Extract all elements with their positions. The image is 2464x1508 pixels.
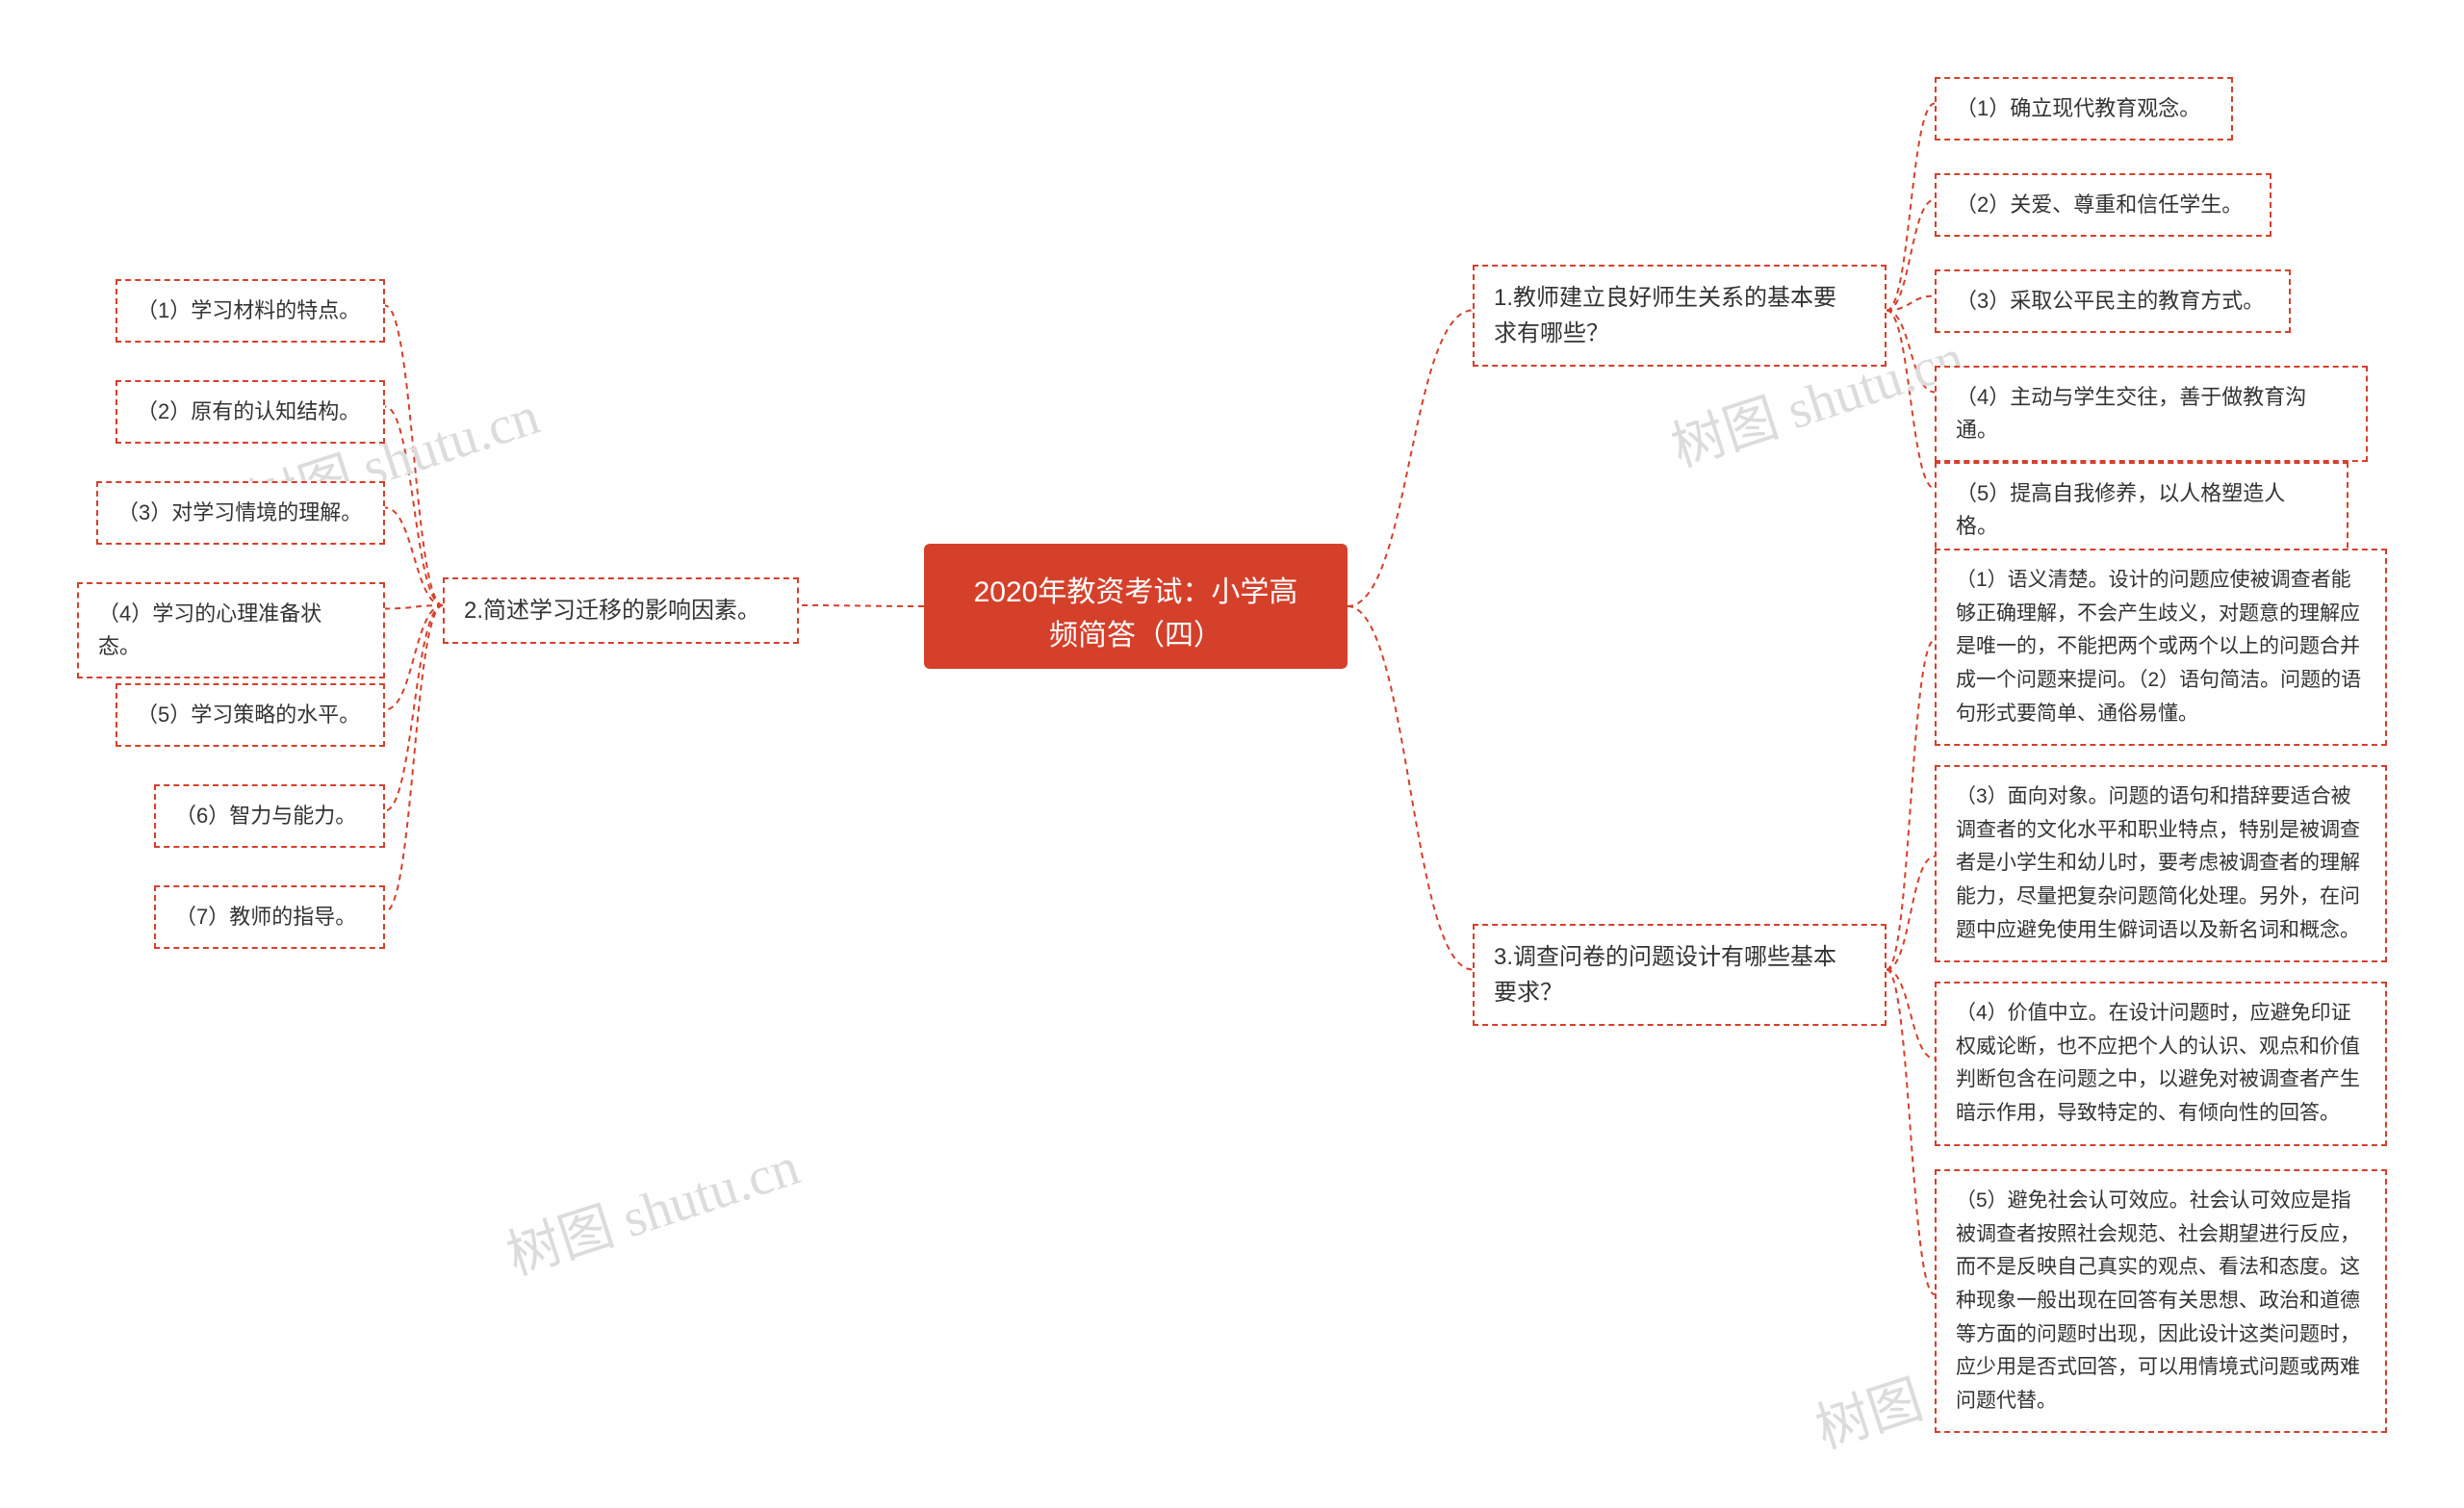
leaf-node-b2-2[interactable]: （3）对学习情境的理解。 [96,481,385,545]
leaf-node-b1-2[interactable]: （3）采取公平民主的教育方式。 [1935,269,2291,333]
leaf-node-b1-0[interactable]: （1）确立现代教育观念。 [1935,77,2233,141]
leaf-node-b3-2[interactable]: （4）价值中立。在设计问题时，应避免印证权威论断，也不应把个人的认识、观点和价值… [1935,982,2387,1146]
branch-node-b3[interactable]: 3.调查问卷的问题设计有哪些基本要求？ [1473,924,1886,1026]
leaf-node-b2-4[interactable]: （5）学习策略的水平。 [116,683,385,747]
leaf-node-b3-3[interactable]: （5）避免社会认可效应。社会认可效应是指被调查者按照社会规范、社会期望进行反应，… [1935,1169,2387,1433]
leaf-node-b2-5[interactable]: （6）智力与能力。 [154,784,385,848]
branch-node-b1[interactable]: 1.教师建立良好师生关系的基本要求有哪些？ [1473,265,1886,367]
leaf-node-b3-1[interactable]: （3）面向对象。问题的语句和措辞要适合被调查者的文化水平和职业特点，特别是被调查… [1935,765,2387,962]
root-node[interactable]: 2020年教资考试：小学高频简答（四） [924,544,1348,669]
leaf-node-b3-0[interactable]: （1）语义清楚。设计的问题应使被调查者能够正确理解，不会产生歧义，对题意的理解应… [1935,549,2387,746]
leaf-node-b2-3[interactable]: （4）学习的心理准备状态。 [77,582,385,678]
leaf-node-b2-0[interactable]: （1）学习材料的特点。 [116,279,385,343]
leaf-node-b1-4[interactable]: （5）提高自我修养，以人格塑造人格。 [1935,462,2348,558]
leaf-node-b2-6[interactable]: （7）教师的指导。 [154,885,385,949]
branch-node-b2[interactable]: 2.简述学习迁移的影响因素。 [443,577,799,644]
watermark-3: 树图 shutu.cn [496,1123,808,1291]
leaf-node-b2-1[interactable]: （2）原有的认知结构。 [116,380,385,444]
leaf-node-b1-3[interactable]: （4）主动与学生交往，善于做教育沟通。 [1935,366,2368,462]
leaf-node-b1-1[interactable]: （2）关爱、尊重和信任学生。 [1935,173,2272,237]
